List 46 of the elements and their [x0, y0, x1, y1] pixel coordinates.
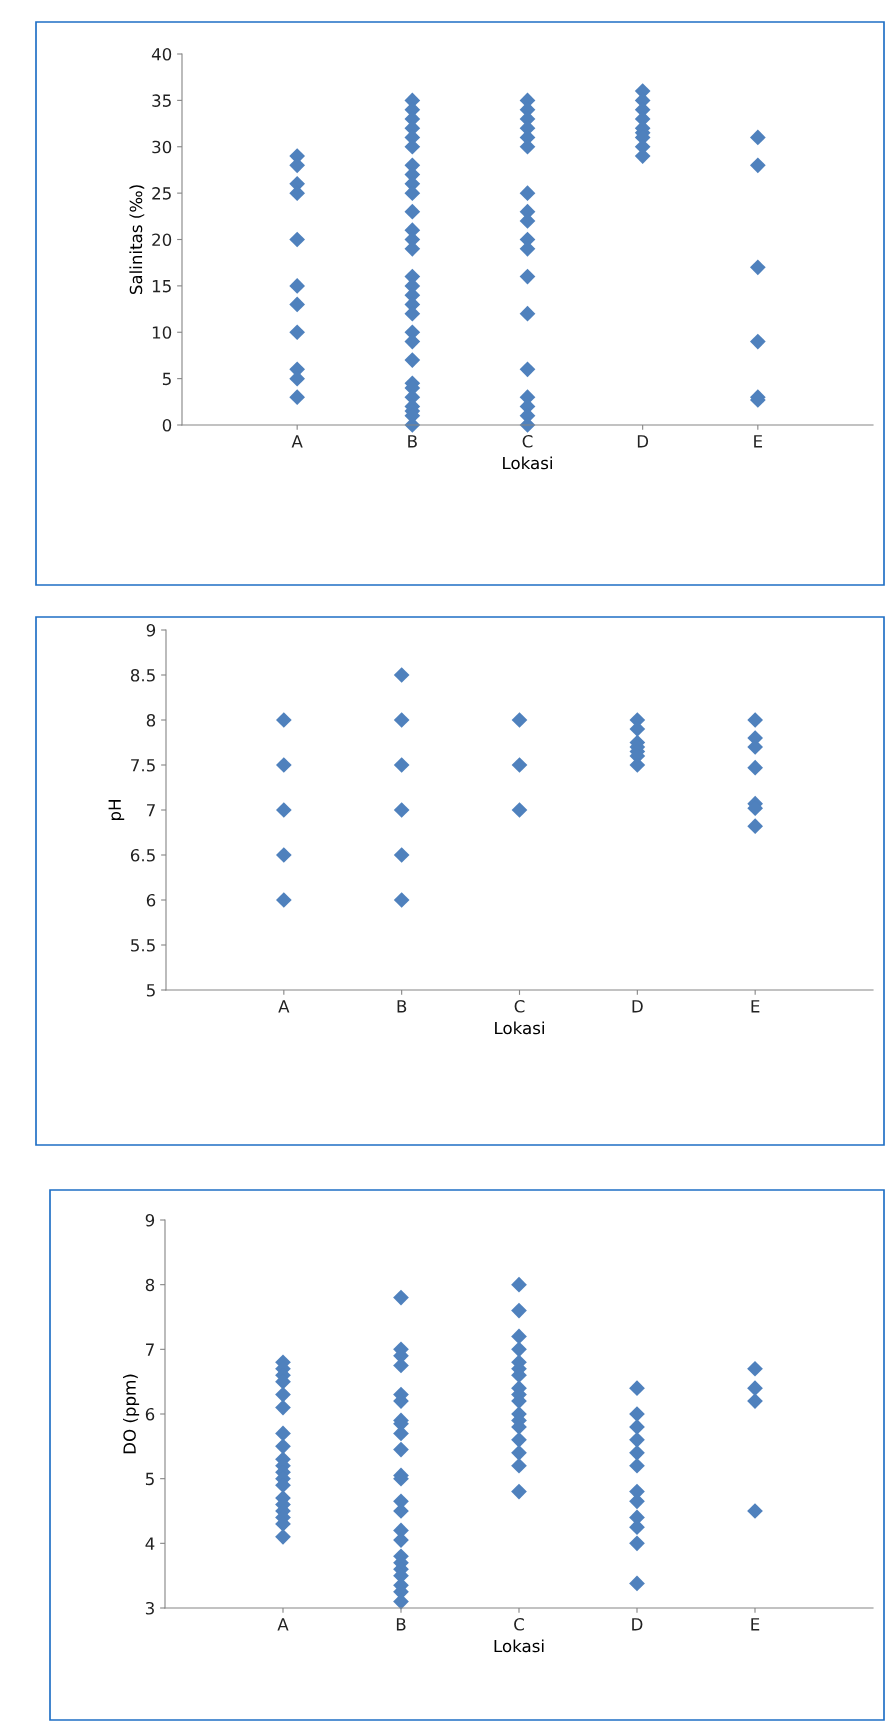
y-tick-label: 10 — [152, 326, 172, 339]
y-axis-title: pH — [108, 800, 125, 821]
y-tick-label: 5 — [162, 372, 171, 386]
x-tick-label: C — [522, 435, 533, 448]
y-tick-label: 35 — [152, 94, 171, 107]
y-tick-label: 5 — [146, 984, 155, 997]
x-axis-title: Lokasi — [494, 1639, 544, 1653]
x-tick-label: A — [291, 435, 303, 448]
y-tick-label: 15 — [152, 280, 171, 293]
x-tick-label: C — [514, 1000, 525, 1013]
x-tick-label: E — [751, 1618, 760, 1631]
y-tick-label: 4 — [145, 1537, 155, 1550]
x-tick-label: D — [632, 1618, 643, 1631]
x-axis-title: Lokasi — [495, 1021, 544, 1035]
y-tick-label: 7 — [147, 804, 155, 817]
x-tick-label: B — [397, 1000, 407, 1013]
x-tick-label: B — [408, 435, 417, 448]
x-tick-label: A — [277, 1618, 289, 1631]
y-axis-title: DO (ppm) — [123, 1374, 140, 1454]
y-tick-label: 7.5 — [131, 759, 155, 772]
x-axis-title: Lokasi — [503, 456, 552, 470]
x-tick-label: E — [751, 1000, 760, 1013]
y-tick-label: 6 — [145, 1407, 155, 1421]
y-tick-label: 25 — [152, 187, 171, 200]
x-tick-label: E — [754, 435, 763, 448]
y-tick-label: 30 — [152, 140, 172, 154]
y-tick-label: 9 — [146, 623, 156, 637]
x-tick-label: D — [632, 1000, 643, 1013]
y-tick-label: 8.5 — [130, 668, 155, 682]
y-tick-label: 0 — [162, 418, 172, 432]
y-tick-label: 20 — [152, 233, 172, 247]
y-tick-label: 40 — [151, 47, 172, 61]
y-tick-label: 7 — [146, 1343, 154, 1356]
y-tick-label: 5 — [145, 1472, 154, 1486]
y-tick-label: 6.5 — [130, 848, 155, 862]
y-tick-label: 9 — [145, 1213, 155, 1227]
y-tick-label: 6 — [146, 893, 156, 907]
y-tick-label: 8 — [145, 1278, 155, 1292]
x-tick-label: C — [514, 1618, 524, 1631]
x-tick-label: B — [396, 1618, 406, 1631]
x-tick-label: A — [278, 1000, 290, 1013]
y-tick-label: 3 — [145, 1601, 154, 1615]
y-tick-label: 5.5 — [131, 939, 155, 952]
x-tick-label: D — [637, 435, 649, 448]
y-tick-label: 8 — [146, 713, 156, 727]
y-axis-title: Salinitas (‰) — [129, 185, 145, 295]
